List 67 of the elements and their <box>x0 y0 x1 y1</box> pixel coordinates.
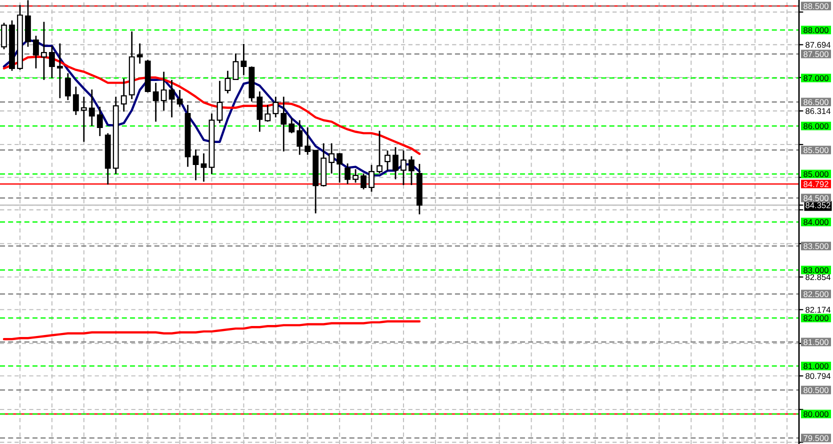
ref-line-label: 87.500 <box>804 51 828 58</box>
candlestick <box>296 120 303 156</box>
candlestick <box>336 152 343 184</box>
y-tick-label: 82.854 <box>806 274 830 280</box>
candlestick <box>176 89 183 108</box>
candlestick <box>48 45 55 79</box>
y-tick-label: 80.794 <box>806 373 830 379</box>
y-tick-label: 84.352 <box>806 202 830 208</box>
ref-line-label: 84.500 <box>804 195 828 202</box>
candlestick <box>192 148 199 181</box>
y-tick-label: 82.174 <box>806 306 830 313</box>
candlestick <box>376 130 382 174</box>
y-tick-label: 86.314 <box>806 108 830 114</box>
candlestick <box>33 35 39 70</box>
ref-line-label: 88.500 <box>804 3 828 10</box>
candlestick <box>400 150 406 186</box>
candlestick <box>96 106 103 137</box>
candlestick <box>408 156 414 186</box>
candlestick <box>264 104 271 122</box>
ref-line-label: 88.000 <box>804 27 828 34</box>
ref-line-label: 83.000 <box>804 267 828 274</box>
y-tick-label: 87.694 <box>806 42 830 48</box>
ref-line-label: 85.000 <box>804 171 828 178</box>
candlestick <box>152 82 159 122</box>
line-series <box>2 320 421 340</box>
ref-line-label: 80.500 <box>804 387 828 394</box>
ref-line-label: 86.000 <box>804 123 828 130</box>
candlestick <box>232 52 239 81</box>
ref-line-label: 81.000 <box>804 363 828 370</box>
ref-line-label: 82.500 <box>804 291 828 298</box>
candlestick <box>272 96 279 118</box>
candlestick <box>368 164 374 192</box>
ref-line-label: 81.500 <box>804 339 828 346</box>
ref-line-label: 82.000 <box>804 315 828 322</box>
candlestick <box>240 43 247 76</box>
candlestick <box>136 42 143 64</box>
candlestick <box>328 142 335 174</box>
candlestick <box>120 78 127 112</box>
candlestick <box>72 86 79 116</box>
ref-line-label: 79.500 <box>804 435 828 442</box>
candlestick <box>56 42 63 99</box>
ref-line-label: 83.500 <box>804 243 828 250</box>
candlestick <box>200 152 207 182</box>
candlestick <box>304 126 311 156</box>
candlestick <box>224 70 231 94</box>
candlestick <box>280 96 287 152</box>
candlestick <box>64 72 71 101</box>
candlestick <box>216 80 223 124</box>
candlestick <box>40 21 47 81</box>
ref-line-label: 85.500 <box>804 147 828 154</box>
candlestick <box>256 90 263 132</box>
candlestick <box>360 172 366 190</box>
candlestick <box>80 96 87 143</box>
candlestick <box>384 150 390 172</box>
candlestick <box>288 118 295 134</box>
ref-line-label: 80.000 <box>804 411 828 418</box>
candlestick <box>344 162 351 185</box>
candlestick <box>392 146 398 180</box>
candlestick <box>1 22 7 50</box>
candlestick <box>352 168 359 184</box>
candlestick <box>168 79 175 118</box>
ref-line-label: 86.500 <box>804 99 828 106</box>
ref-line-label: 84.792 <box>804 181 828 188</box>
candlestick <box>88 88 95 127</box>
ref-line-label: 84.000 <box>804 219 828 226</box>
ref-line-label: 87.000 <box>804 75 828 82</box>
candlestick <box>160 71 167 112</box>
